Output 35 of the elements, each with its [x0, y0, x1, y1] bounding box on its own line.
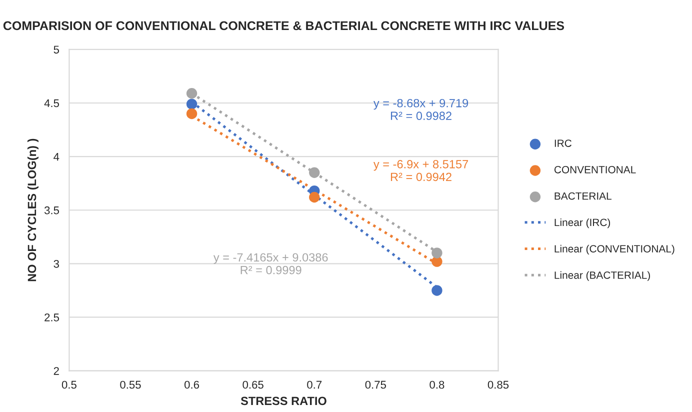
x-tick-label: 0.6	[184, 380, 200, 389]
chart-title: COMPARISION OF CONVENTIONAL CONCRETE & BACTERIAL CONCRETE WITH IRC VALUES	[3, 21, 564, 30]
point	[186, 98, 198, 110]
point	[186, 108, 198, 120]
annotation: y = -8.68x + 9.719 R² = 0.9982	[373, 98, 468, 120]
y-tick-label: 3	[54, 260, 59, 268]
y-tick-label: 2.5	[44, 314, 60, 322]
legend-label: Linear (BACTERIAL)	[554, 271, 650, 281]
y-tick-label: 5	[54, 46, 60, 54]
point	[309, 192, 320, 203]
x-tick-label: 0.5	[62, 380, 76, 389]
legend-label: IRC	[554, 140, 572, 147]
x-tick-label: 0.55	[120, 380, 141, 389]
x-tick-label: 0.65	[242, 380, 264, 389]
point	[186, 88, 198, 99]
x-tick-label: 0.8	[430, 380, 444, 389]
legend-label: Linear (CONVENTIONAL)	[554, 244, 674, 255]
y-tick-label: 2	[54, 367, 59, 375]
y-tick-label: 3.5	[44, 206, 60, 214]
annotation: y = -6.9x + 8.5157 R² = 0.9942	[373, 160, 468, 182]
x-tick-label: 0.75	[365, 380, 386, 389]
annotation: y = -7.4165x + 9.0386 R² = 0.9999	[213, 253, 328, 274]
y-tick-label: 4.5	[44, 99, 60, 108]
point	[309, 167, 320, 178]
legend-label: CONVENTIONAL	[554, 166, 636, 174]
point	[432, 256, 442, 267]
x-tick-label: 0.85	[488, 380, 509, 389]
y-tick-label: 4	[54, 152, 60, 161]
legend-label: Linear (IRC)	[554, 218, 610, 228]
legend-label: BACTERIAL	[554, 192, 612, 200]
point	[432, 248, 442, 258]
x-axis-title: STRESS RATIO	[240, 396, 326, 406]
point	[432, 285, 442, 296]
y-axis-title: NO OF CYCLES (LOG(n) )	[27, 138, 38, 282]
x-tick-label: 0.7	[307, 380, 322, 389]
